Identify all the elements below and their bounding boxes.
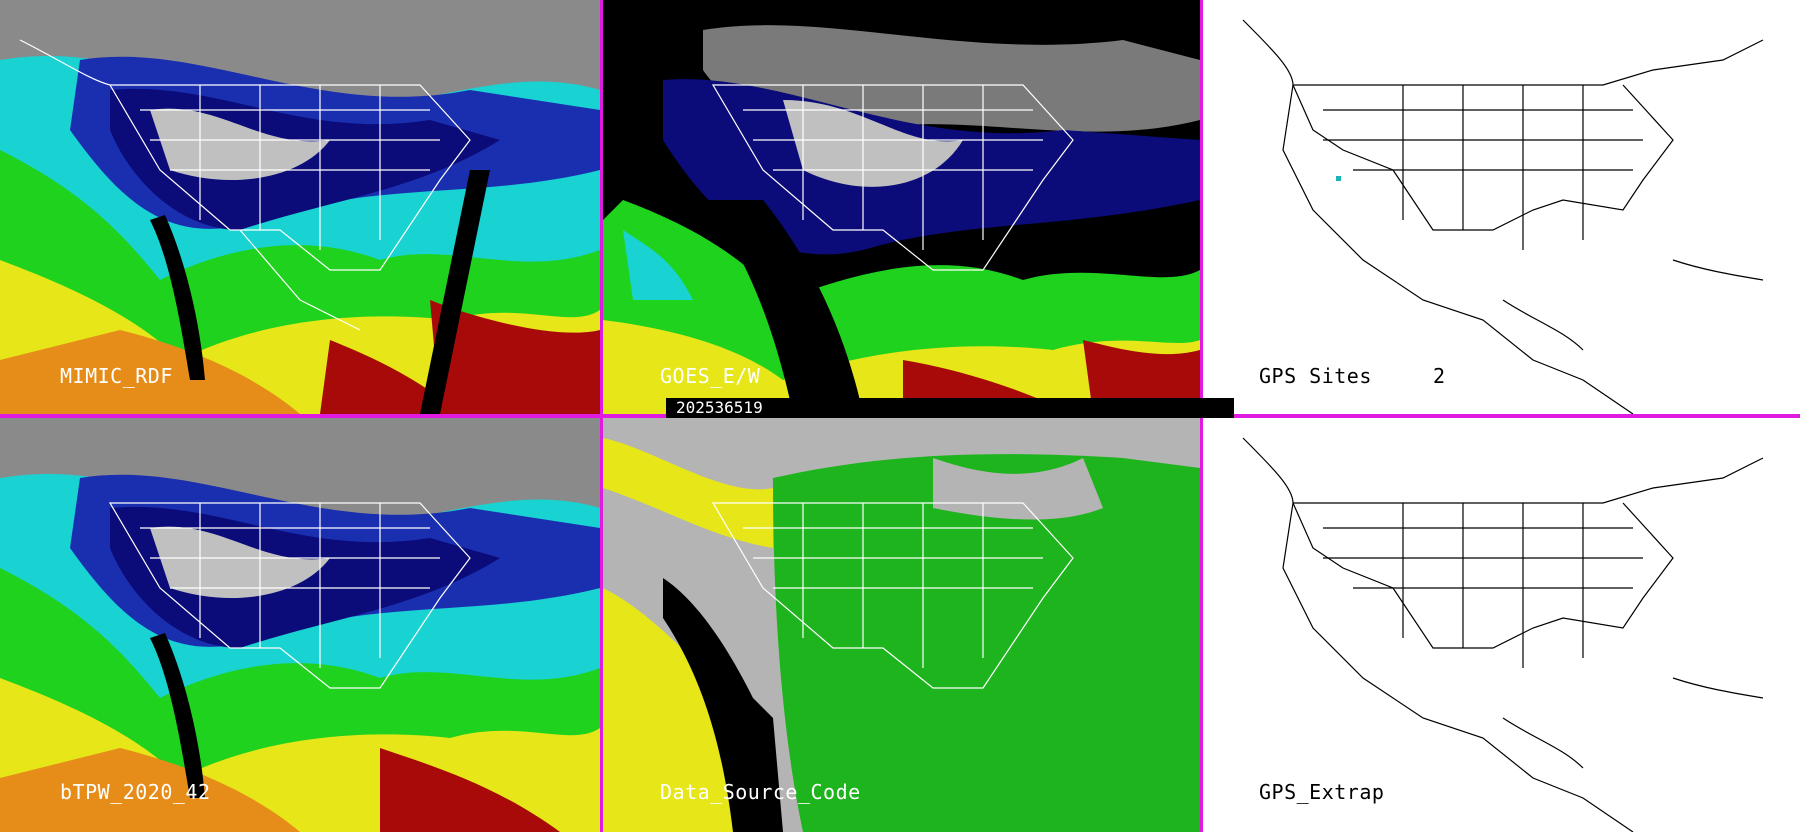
panel-label: GPS Sites <box>1259 364 1372 388</box>
gps-site-count: 2 <box>1433 364 1446 388</box>
tpw-map-mimic <box>0 0 600 414</box>
timestamp-bar: 202536519 <box>666 398 1234 418</box>
panel-mimic-rdf: MIMIC_RDF <box>0 0 600 414</box>
gps-site-marker <box>1336 176 1341 181</box>
panel-label: GPS_Extrap <box>1259 780 1385 804</box>
panel-label: Data_Source_Code <box>660 780 861 804</box>
goes-map <box>603 0 1200 414</box>
panel-gps-sites: GPS Sites 2 <box>1203 0 1800 414</box>
tpw-map-btpw <box>0 418 600 832</box>
panel-gps-extrap: GPS_Extrap <box>1203 418 1800 832</box>
data-source-map <box>603 418 1200 832</box>
panel-goes-ew: GOES_E/W <box>603 0 1200 414</box>
panel-btpw: bTPW_2020_42 <box>0 418 600 832</box>
panel-label: GOES_E/W <box>660 364 761 388</box>
panel-label: MIMIC_RDF <box>60 364 173 388</box>
gps-sites-map <box>1203 0 1800 414</box>
panel-label: bTPW_2020_42 <box>60 780 211 804</box>
panel-data-source-code: Data_Source_Code <box>603 418 1200 832</box>
gps-extrap-map <box>1203 418 1800 832</box>
